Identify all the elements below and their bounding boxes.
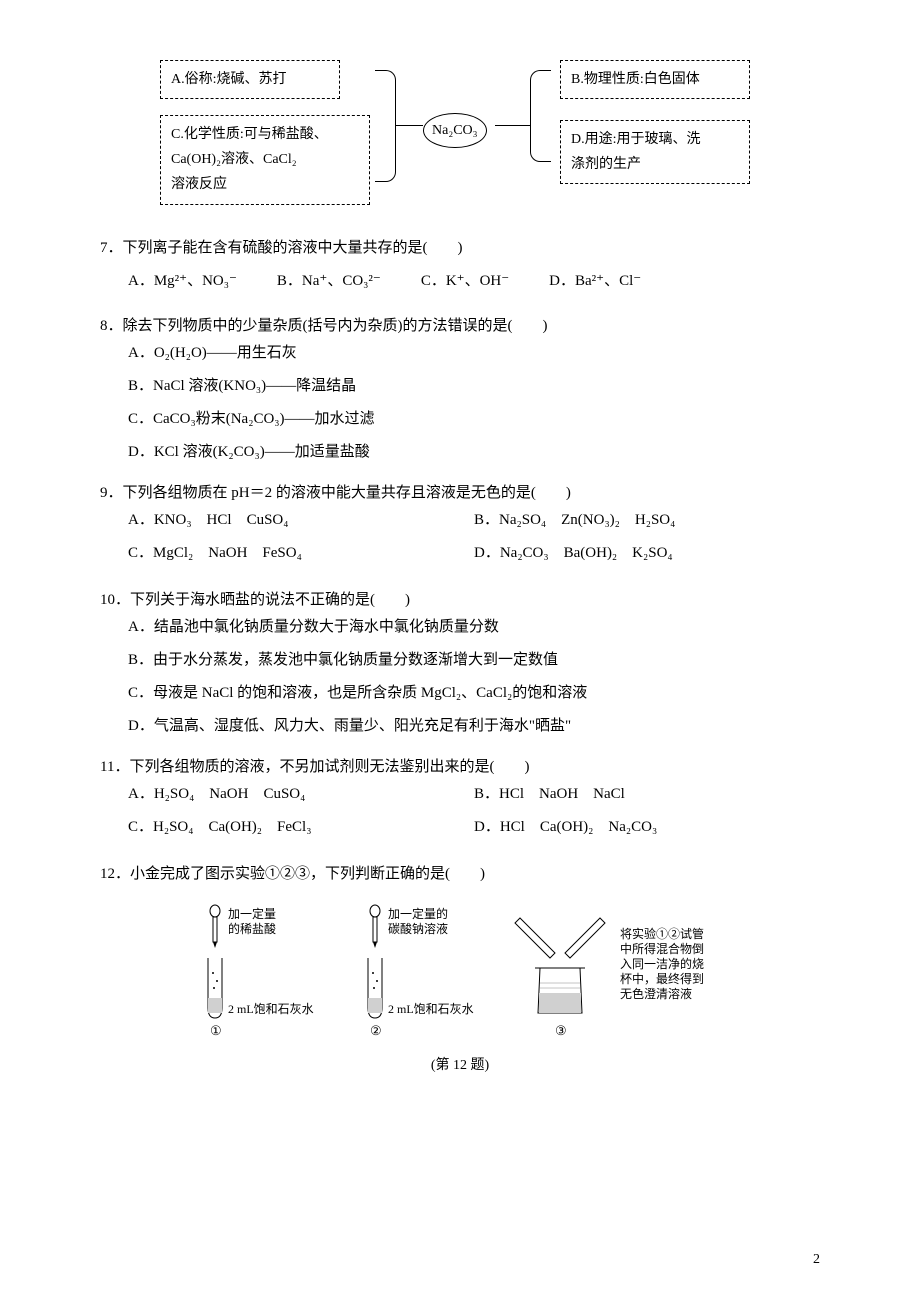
- q10-text: 10．下列关于海水晒盐的说法不正确的是( ): [100, 587, 820, 614]
- diagram-box-d: D.用途:用于玻璃、洗 涤剂的生产: [560, 120, 750, 184]
- q10-opt-c: C．母液是 NaCl 的饱和溶液，也是所含杂质 MgCl₂、CaCl₂的饱和溶液: [128, 680, 780, 707]
- q11-opt-b: B．HCl NaOH NaCl: [474, 781, 780, 808]
- box-a-text: A.俗称:烧碱、苏打: [171, 72, 287, 87]
- diagram-box-a: A.俗称:烧碱、苏打: [160, 60, 340, 99]
- q9-opt-b: B．Na₂SO₄ Zn(NO₃)₂ H₂SO₄: [474, 507, 780, 534]
- q9-opt-d: D．Na₂CO₃ Ba(OH)₂ K₂SO₄: [474, 540, 780, 567]
- q11-opt-d: D．HCl Ca(OH)₂ Na₂CO₃: [474, 814, 780, 841]
- tube1-label: 2 mL饱和石灰水: [228, 1001, 314, 1016]
- exp-3: 将实验①②试管 中所得混合物倒 入同一洁净的烧 杯中，最终得到 无色澄清溶液 ③: [515, 918, 704, 1038]
- q9-opt-c: C．MgCl₂ NaOH FeSO₄: [128, 540, 434, 567]
- experiment-svg: 加一定量 的稀盐酸 2 mL饱和石灰水 ① 加一定量的 碳酸钠溶液 2 mL饱和…: [180, 903, 740, 1043]
- bracket-left: [375, 70, 396, 182]
- exp-1: 加一定量 的稀盐酸 2 mL饱和石灰水 ①: [208, 905, 314, 1038]
- q8-opt-c: C．CaCO₃粉末(Na₂CO₃)——加水过滤: [128, 406, 780, 433]
- question-7: 7．下列离子能在含有硫酸的溶液中大量共存的是( ) A．Mg²⁺、NO₃⁻ B．…: [100, 235, 820, 299]
- q9-opt-a: A．KNO₃ HCl CuSO₄: [128, 507, 434, 534]
- beaker-line2: 中所得混合物倒: [620, 941, 704, 956]
- q7-opt-a: A．Mg²⁺、NO₃⁻: [128, 268, 237, 295]
- q8-opt-d: D．KCl 溶液(K₂CO₃)——加适量盐酸: [128, 439, 780, 466]
- diagram-center: Na₂CO₃: [423, 113, 487, 148]
- question-8: 8．除去下列物质中的少量杂质(括号内为杂质)的方法错误的是( ) A．O₂(H₂…: [100, 313, 820, 466]
- q12-text: 12．小金完成了图示实验①②③，下列判断正确的是( ): [100, 861, 820, 888]
- box-c-line3: 溶液反应: [171, 177, 227, 192]
- question-12: 12．小金完成了图示实验①②③，下列判断正确的是( ): [100, 861, 820, 888]
- question-11: 11．下列各组物质的溶液，不另加试剂则无法鉴别出来的是( ) A．H₂SO₄ N…: [100, 754, 820, 847]
- connector-left: [395, 125, 423, 126]
- q8-opt-a: A．O₂(H₂O)——用生石灰: [128, 340, 780, 367]
- dropper2-label2: 碳酸钠溶液: [388, 921, 448, 936]
- tube2-label: 2 mL饱和石灰水: [388, 1001, 474, 1016]
- q10-opt-a: A．结晶池中氯化钠质量分数大于海水中氯化钠质量分数: [128, 614, 780, 641]
- dropper1-label1: 加一定量: [228, 906, 276, 921]
- experiment-diagram: 加一定量 的稀盐酸 2 mL饱和石灰水 ① 加一定量的 碳酸钠溶液 2 mL饱和…: [100, 903, 820, 1043]
- q11-opt-a: A．H₂SO₄ NaOH CuSO₄: [128, 781, 434, 808]
- question-10: 10．下列关于海水晒盐的说法不正确的是( ) A．结晶池中氯化钠质量分数大于海水…: [100, 587, 820, 740]
- q7-opt-b: B．Na⁺、CO₃²⁻: [277, 268, 381, 295]
- q8-opt-b: B．NaCl 溶液(KNO₃)——降温结晶: [128, 373, 780, 400]
- beaker-line3: 入同一洁净的烧: [620, 956, 704, 971]
- exp-2: 加一定量的 碳酸钠溶液 2 mL饱和石灰水 ②: [368, 905, 474, 1038]
- q11-opt-c: C．H₂SO₄ Ca(OH)₂ FeCl₃: [128, 814, 434, 841]
- caption-12: (第 12 题): [100, 1053, 820, 1078]
- q10-opt-d: D．气温高、湿度低、风力大、雨量少、阳光充足有利于海水"晒盐": [128, 713, 780, 740]
- q7-text: 7．下列离子能在含有硫酸的溶液中大量共存的是( ): [100, 235, 820, 262]
- box-c-line2: Ca(OH)₂溶液、CaCl₂: [171, 152, 297, 167]
- connector-right: [495, 125, 530, 126]
- q11-text: 11．下列各组物质的溶液，不另加试剂则无法鉴别出来的是( ): [100, 754, 820, 781]
- q10-opt-b: B．由于水分蒸发，蒸发池中氯化钠质量分数逐渐增大到一定数值: [128, 647, 780, 674]
- beaker-line5: 无色澄清溶液: [620, 986, 692, 1001]
- box-c-line1: C.化学性质:可与稀盐酸、: [171, 127, 328, 142]
- diagram-box-b: B.物理性质:白色固体: [560, 60, 750, 99]
- q7-opt-c: C．K⁺、OH⁻: [421, 268, 509, 295]
- box-d-line1: D.用途:用于玻璃、洗: [571, 132, 701, 147]
- q9-text: 9．下列各组物质在 pH＝2 的溶液中能大量共存且溶液是无色的是( ): [100, 480, 820, 507]
- beaker-line4: 杯中，最终得到: [620, 971, 704, 986]
- center-text: Na₂CO₃: [432, 123, 478, 138]
- dropper2-label1: 加一定量的: [388, 906, 448, 921]
- box-b-text: B.物理性质:白色固体: [571, 72, 700, 87]
- q8-text: 8．除去下列物质中的少量杂质(括号内为杂质)的方法错误的是( ): [100, 313, 820, 340]
- na2co3-diagram: A.俗称:烧碱、苏打 C.化学性质:可与稀盐酸、 Ca(OH)₂溶液、CaCl₂…: [100, 60, 820, 210]
- page-number: 2: [813, 1247, 820, 1272]
- exp-num1: ①: [210, 1023, 222, 1038]
- box-d-line2: 涤剂的生产: [571, 157, 641, 172]
- dropper1-label2: 的稀盐酸: [228, 921, 276, 936]
- exp-num3: ③: [555, 1023, 567, 1038]
- question-9: 9．下列各组物质在 pH＝2 的溶液中能大量共存且溶液是无色的是( ) A．KN…: [100, 480, 820, 573]
- beaker-line1: 将实验①②试管: [620, 926, 704, 941]
- diagram-box-c: C.化学性质:可与稀盐酸、 Ca(OH)₂溶液、CaCl₂ 溶液反应: [160, 115, 370, 205]
- exp-num2: ②: [370, 1023, 382, 1038]
- bracket-right: [530, 70, 551, 162]
- q7-opt-d: D．Ba²⁺、Cl⁻: [549, 268, 641, 295]
